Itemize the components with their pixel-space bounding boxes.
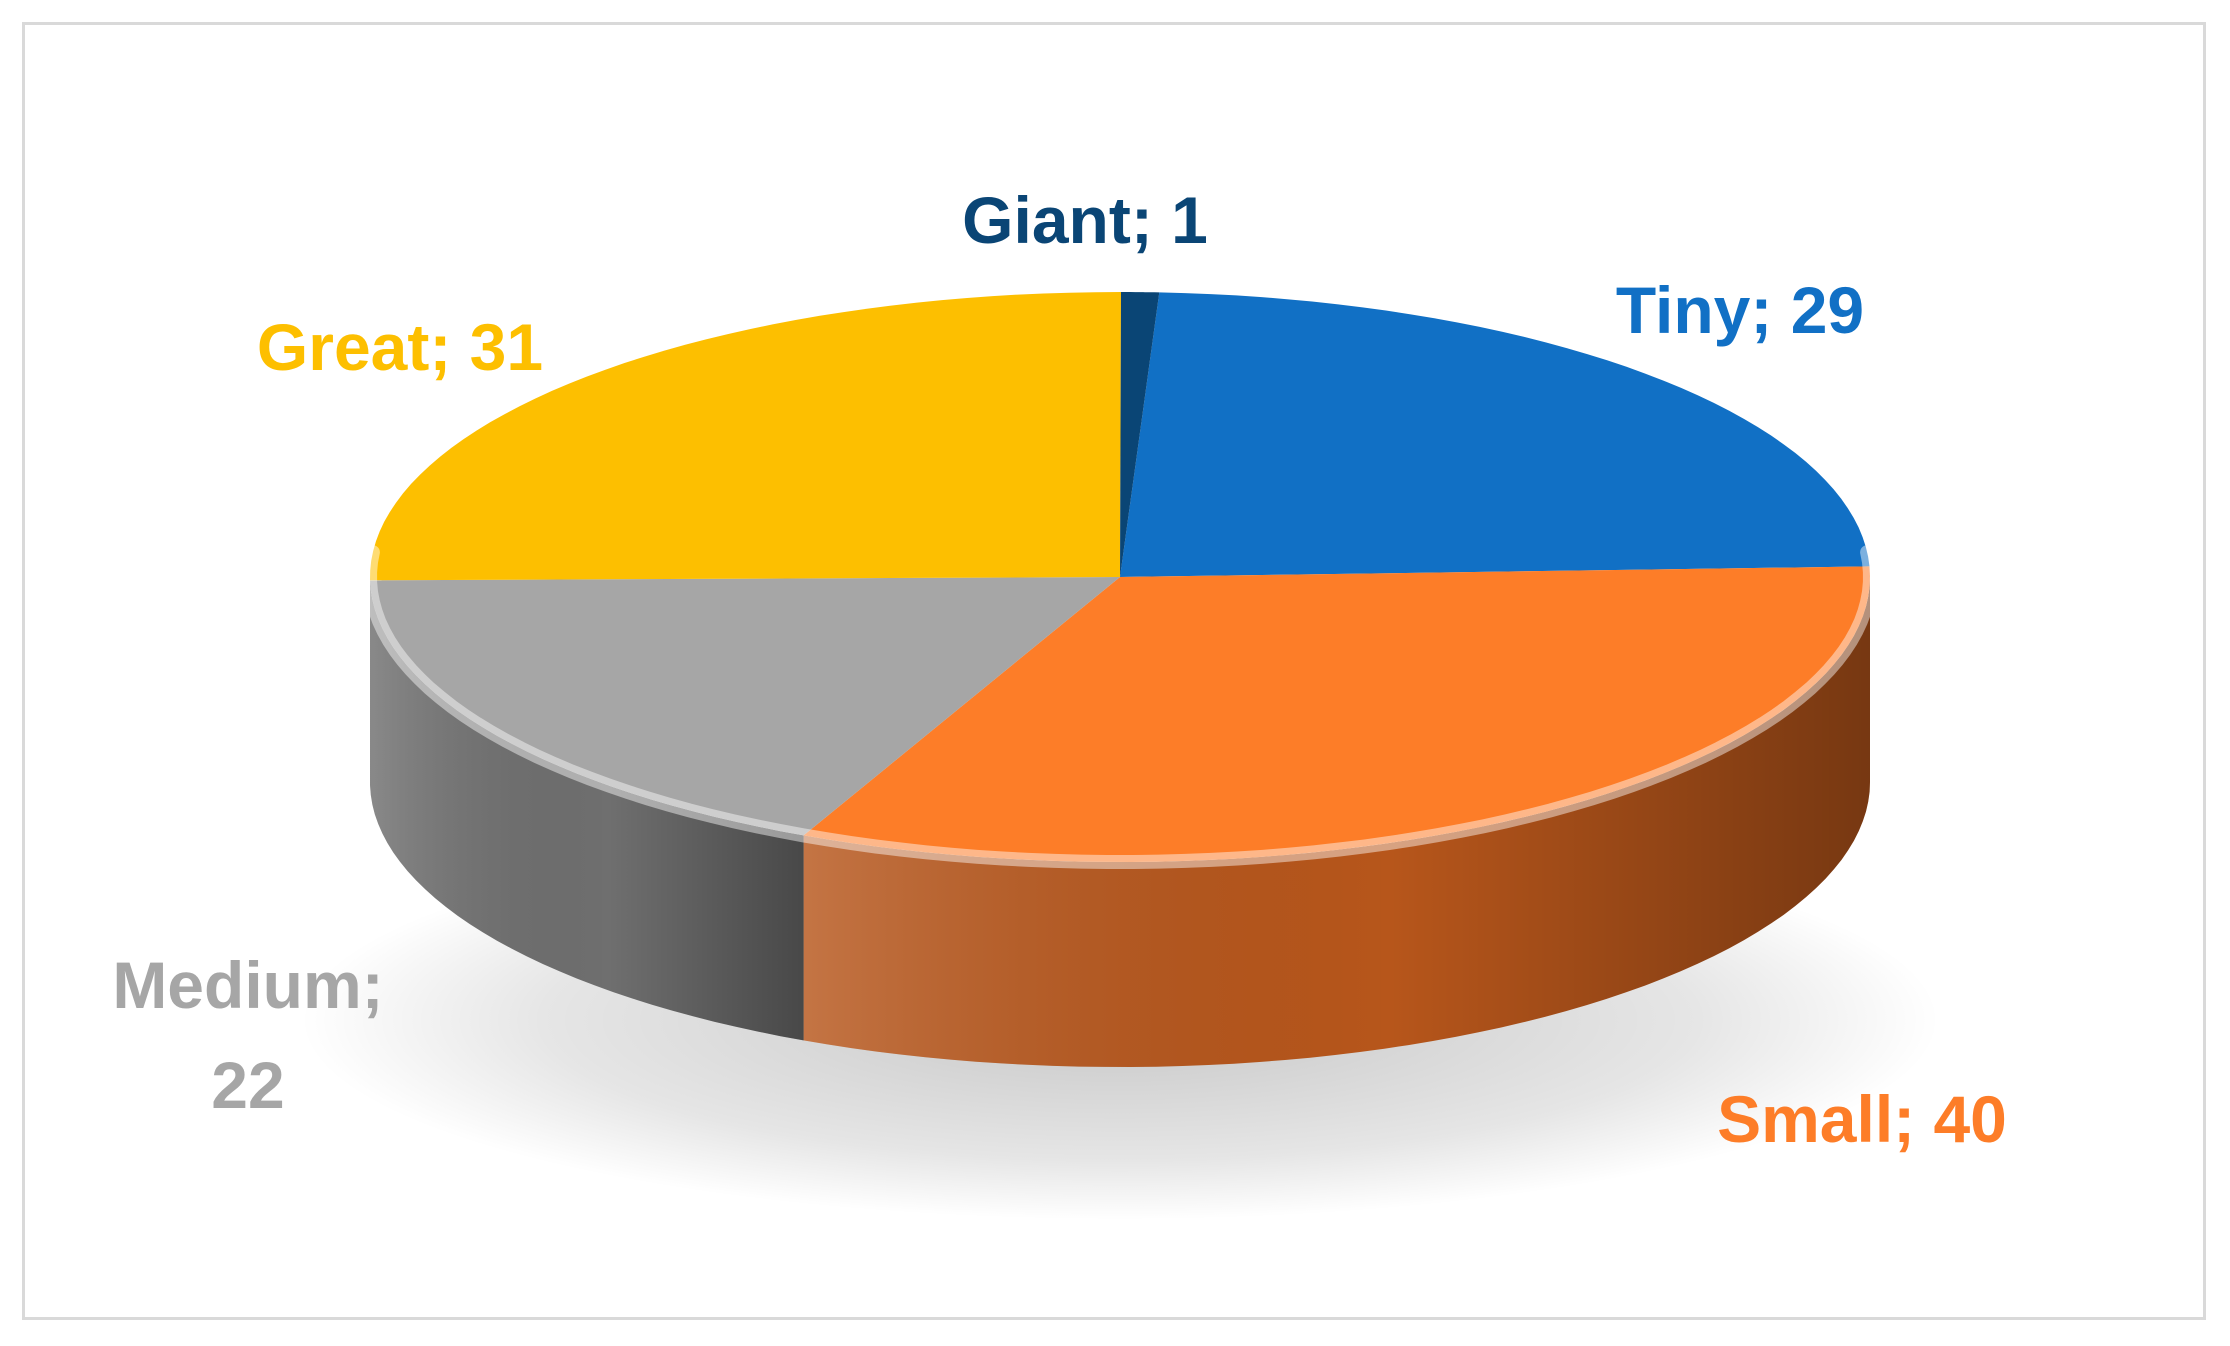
data-label-medium-line-2: 22: [211, 1048, 284, 1122]
data-label-great: Great; 31: [257, 310, 543, 384]
pie-slice-small: [803, 566, 1870, 862]
pie-side-layer: [370, 577, 1870, 1067]
data-label-medium-line-1: Medium;: [112, 948, 383, 1022]
pie-slice-medium: [370, 577, 1120, 836]
pie-side-shade-medium: [370, 580, 804, 1041]
data-label-tiny: Tiny; 29: [1616, 273, 1864, 347]
pie-slice-giant: [1120, 292, 1160, 577]
pie-top-layer: [363, 292, 1877, 869]
pie-rim-highlight: [363, 545, 1877, 869]
pie-slice-tiny: [1120, 292, 1870, 577]
data-label-small: Small; 40: [1717, 1082, 2007, 1156]
pie-slice-great: [370, 292, 1121, 581]
pie-label-layer: Tiny; 29 Small; 40 Medium; 22 Great; 31 Giant…: [112, 183, 2007, 1156]
data-label-giant: Giant; 1: [962, 183, 1208, 257]
pie-side-shade-small: [803, 577, 1870, 1067]
